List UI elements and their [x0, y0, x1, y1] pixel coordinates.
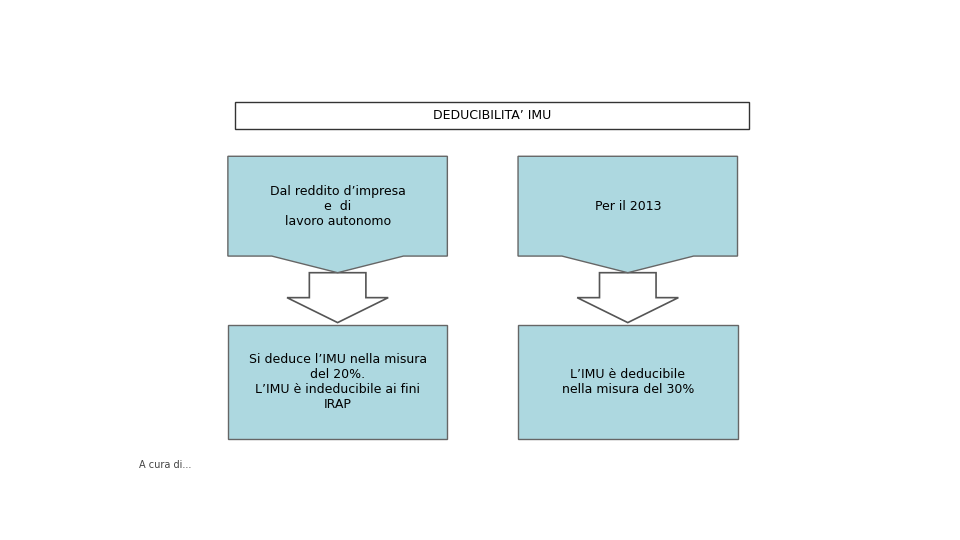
- Text: Per il 2013: Per il 2013: [594, 200, 661, 213]
- Text: DEDUCIBILITA’ IMU: DEDUCIBILITA’ IMU: [433, 109, 551, 122]
- Polygon shape: [228, 156, 447, 273]
- FancyBboxPatch shape: [228, 325, 447, 439]
- Polygon shape: [577, 273, 679, 322]
- FancyBboxPatch shape: [235, 102, 749, 129]
- Text: L’IMU è deducibile
nella misura del 30%: L’IMU è deducibile nella misura del 30%: [562, 368, 694, 396]
- FancyBboxPatch shape: [518, 325, 737, 439]
- Text: A cura di...: A cura di...: [138, 460, 191, 470]
- Polygon shape: [518, 156, 737, 273]
- Polygon shape: [287, 273, 388, 322]
- Text: Si deduce l’IMU nella misura
del 20%.
L’IMU è indeducibile ai fini
IRAP: Si deduce l’IMU nella misura del 20%. L’…: [249, 353, 426, 411]
- Text: Dal reddito d’impresa
e  di
lavoro autonomo: Dal reddito d’impresa e di lavoro autono…: [270, 185, 405, 228]
